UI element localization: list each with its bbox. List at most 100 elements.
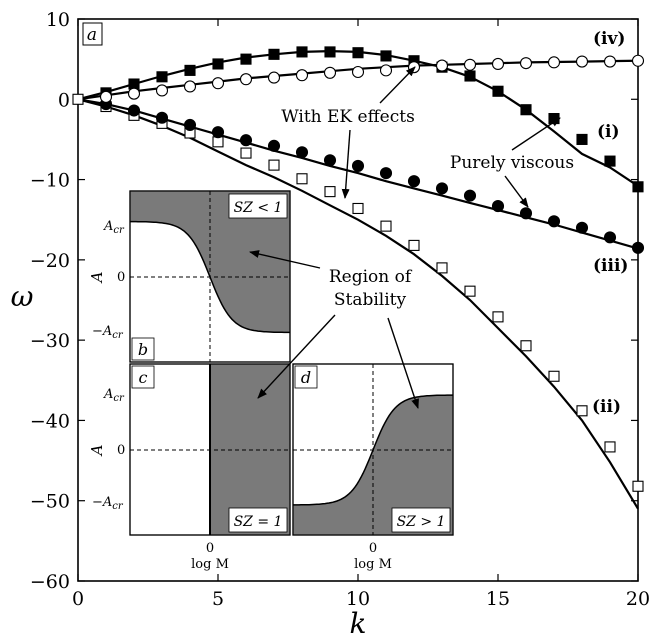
sz-b-label: SZ < 1 [234, 200, 283, 216]
data-point [547, 215, 561, 228]
data-point [379, 64, 393, 77]
y-tick-label: −10 [30, 170, 70, 192]
data-point [296, 173, 308, 185]
data-point [407, 175, 421, 188]
data-point [156, 71, 168, 83]
inset-c: c SZ = 1 [129, 363, 291, 536]
x-axis-label: k [350, 607, 367, 640]
data-point [631, 241, 645, 254]
panel-d-box [294, 365, 318, 389]
data-point [267, 71, 281, 84]
data-point [632, 480, 644, 492]
y-tick-label: −20 [30, 250, 70, 272]
inset-b-a-label: A [88, 271, 106, 284]
data-point [575, 221, 589, 234]
data-point [380, 50, 392, 62]
data-point [239, 134, 253, 147]
data-point [575, 55, 589, 68]
data-point [212, 58, 224, 70]
data-point [464, 70, 476, 82]
panel-b-box [131, 337, 155, 361]
sz-d-box [391, 507, 451, 533]
data-point [576, 405, 588, 417]
panel-c-box [131, 365, 155, 389]
data-point [268, 48, 280, 60]
data-point [519, 207, 533, 220]
data-point [155, 111, 169, 124]
inset-c-a-label: A [88, 444, 106, 457]
with-ek-arrow-down [341, 129, 351, 199]
y-axis-label: ω [11, 280, 34, 313]
inset-b-frame-outline [129, 190, 291, 363]
data-point [604, 441, 616, 453]
series-3 [77, 98, 645, 254]
data-point [492, 85, 504, 97]
region-arrow-b [249, 250, 321, 269]
purely-viscous-arrow-down [504, 175, 529, 208]
data-point [603, 55, 617, 68]
y-tick-label: −30 [30, 330, 70, 352]
data-point [211, 77, 225, 90]
data-point [379, 167, 393, 180]
region-label-line1: Region of [329, 267, 413, 287]
data-point [183, 118, 197, 132]
purely-viscous-arrow-up [511, 117, 561, 151]
region-arrow-d [387, 317, 419, 409]
data-point [435, 182, 449, 195]
panel-a-label: a [87, 25, 97, 45]
y-tick-label: −60 [30, 571, 70, 593]
x-tick-label: 5 [212, 588, 224, 610]
data-point [519, 57, 533, 70]
data-point [463, 58, 477, 71]
series-line [77, 98, 639, 510]
data-point [268, 159, 280, 171]
series-label-i: (i) [597, 122, 620, 142]
inset-c-zero-tick: 0 [117, 443, 125, 458]
data-point [632, 181, 644, 193]
data-point [576, 133, 588, 145]
data-point [155, 84, 169, 97]
panel-d-label: d [301, 368, 311, 387]
data-point [492, 311, 504, 323]
series-label-ii: (ii) [592, 397, 621, 417]
sz-c-box [228, 507, 288, 533]
data-point [240, 53, 252, 65]
x-tick-label: 20 [626, 588, 650, 610]
y-tick-label: −50 [30, 491, 70, 513]
origin-point [72, 93, 84, 105]
y-tick-label: −40 [30, 410, 70, 432]
x-tick-label: 15 [486, 588, 510, 610]
with-ek-arrow-up [379, 66, 416, 104]
data-point [212, 136, 224, 148]
with-ek-label: With EK effects [281, 107, 415, 127]
data-point [240, 147, 252, 159]
series-2 [77, 98, 644, 510]
x-tick-label: 10 [346, 588, 370, 610]
inset-d-zero-xtick: 0 [369, 541, 377, 556]
data-point [295, 146, 309, 159]
sz-c-label: SZ = 1 [234, 514, 283, 530]
main-series [72, 46, 645, 510]
inset-b-acr-tick: Acr [103, 219, 125, 236]
inset-c-negacr-tick: −Acr [92, 495, 124, 512]
data-point [239, 73, 253, 86]
data-point [380, 220, 392, 232]
sz-d-label: SZ > 1 [397, 514, 446, 530]
region-arrow-c [257, 314, 336, 399]
inset-d: d SZ > 1 [292, 363, 454, 536]
data-point [267, 139, 281, 152]
data-point [211, 126, 225, 139]
data-point [520, 340, 532, 352]
with-ek-box [268, 104, 428, 128]
inset-d-frame-outline [292, 363, 454, 536]
annotations: With EK effects Purely viscous Region of… [249, 66, 574, 409]
inset-d-logm-label: log M [354, 557, 392, 572]
data-point [436, 262, 448, 274]
data-point [99, 90, 113, 103]
data-point [491, 57, 505, 71]
data-point [520, 104, 532, 116]
data-point [604, 155, 616, 167]
data-point [435, 59, 449, 72]
data-point [128, 78, 140, 90]
